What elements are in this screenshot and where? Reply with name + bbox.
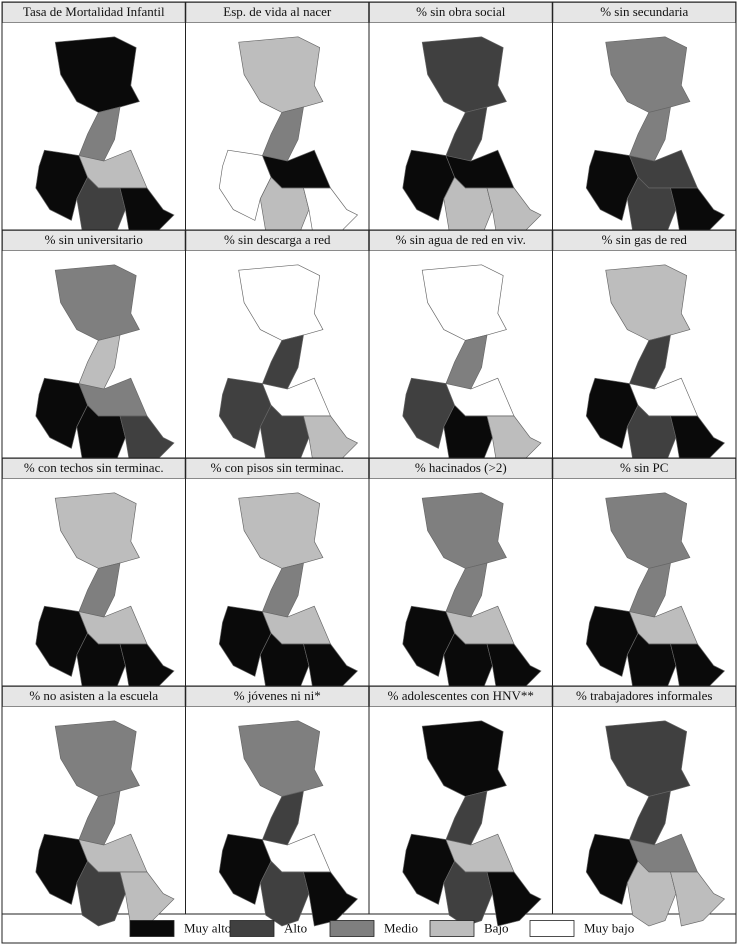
map-region	[670, 871, 726, 927]
map-region	[119, 187, 175, 243]
map	[218, 264, 359, 471]
map-region	[238, 264, 324, 341]
map-region	[54, 492, 140, 569]
map-region	[443, 860, 493, 927]
panel-title: % no asisten a la escuela	[29, 688, 158, 703]
map-region	[605, 36, 691, 113]
map-region	[421, 720, 507, 797]
map	[585, 720, 726, 927]
panel-title: % con techos sin terminac.	[24, 460, 164, 475]
panel-title: % sin universitario	[45, 232, 143, 247]
legend-label: Muy alto	[184, 920, 231, 935]
map-region	[421, 492, 507, 569]
map-region	[218, 149, 272, 221]
map	[35, 720, 175, 927]
map-region	[119, 871, 175, 927]
map-region	[402, 377, 455, 449]
map-region	[486, 415, 542, 471]
map-region	[585, 605, 639, 677]
map	[35, 492, 175, 699]
legend-swatch	[229, 920, 275, 937]
map-region	[585, 833, 639, 905]
map-region	[303, 187, 359, 243]
map-region	[402, 833, 455, 905]
map-region	[605, 720, 691, 797]
legend-label: Bajo	[484, 920, 509, 935]
legend-label: Muy bajo	[584, 920, 634, 935]
panel-title: % con pisos sin terminac.	[211, 460, 344, 475]
map	[35, 264, 175, 471]
map-region	[303, 643, 359, 699]
map-region	[35, 149, 88, 221]
map-region	[585, 149, 639, 221]
panel-title: % jóvenes ni ni*	[234, 688, 321, 703]
map-region	[54, 264, 140, 341]
map-region	[35, 377, 88, 449]
panel-title: % adolescentes con HNV**	[388, 688, 534, 703]
map	[402, 36, 542, 243]
legend-swatch	[429, 920, 475, 937]
map-region	[54, 36, 140, 113]
map-region	[35, 833, 88, 905]
map-region	[626, 860, 677, 927]
panel-title: % sin agua de red en viv.	[396, 232, 526, 247]
map-region	[402, 149, 455, 221]
map-region	[238, 492, 324, 569]
map-region	[218, 833, 272, 905]
map-region	[218, 605, 272, 677]
map	[585, 36, 726, 243]
map	[402, 264, 542, 471]
map-region	[486, 187, 542, 243]
map-region	[421, 264, 507, 341]
map-region	[238, 720, 324, 797]
panel-header	[552, 458, 736, 479]
map-region	[585, 377, 639, 449]
map-region	[670, 415, 726, 471]
map-region	[670, 643, 726, 699]
panel-header	[552, 2, 736, 23]
map	[402, 720, 542, 927]
map	[35, 36, 175, 243]
panel-title: % sin PC	[620, 460, 668, 475]
panel-title: % sin obra social	[416, 4, 506, 19]
panel-title: % sin descarga a red	[224, 232, 331, 247]
legend-swatch	[329, 920, 375, 937]
map-region	[238, 36, 324, 113]
map-region	[670, 187, 726, 243]
legend-label: Alto	[284, 920, 307, 935]
map-region	[402, 605, 455, 677]
legend-swatch	[129, 920, 175, 937]
panel-title: % hacinados (>2)	[415, 460, 507, 475]
map-region	[303, 871, 359, 927]
map	[218, 492, 359, 699]
panel-title: % sin secundaria	[600, 4, 688, 19]
map-region	[303, 415, 359, 471]
map-region	[259, 860, 310, 927]
legend-label: Medio	[384, 920, 418, 935]
map-region	[218, 377, 272, 449]
panel-title: Esp. de vida al nacer	[223, 4, 332, 19]
map	[218, 720, 359, 927]
panel-title: % sin gas de red	[602, 232, 688, 247]
map-region	[486, 643, 542, 699]
map	[585, 492, 726, 699]
map-region	[35, 605, 88, 677]
map-region	[119, 643, 175, 699]
map	[585, 264, 726, 471]
map-region	[605, 264, 691, 341]
panel-title: % trabajadores informales	[576, 688, 712, 703]
legend-swatch	[529, 920, 575, 937]
map	[218, 36, 359, 243]
map-region	[421, 36, 507, 113]
map	[402, 492, 542, 699]
panel-header	[552, 230, 736, 251]
map-region	[119, 415, 175, 471]
panel-title: Tasa de Mortalidad Infantil	[23, 4, 165, 19]
map-region	[54, 720, 140, 797]
panel-header	[552, 686, 736, 707]
map-region	[605, 492, 691, 569]
map-region	[486, 871, 542, 927]
map-region	[76, 860, 126, 927]
